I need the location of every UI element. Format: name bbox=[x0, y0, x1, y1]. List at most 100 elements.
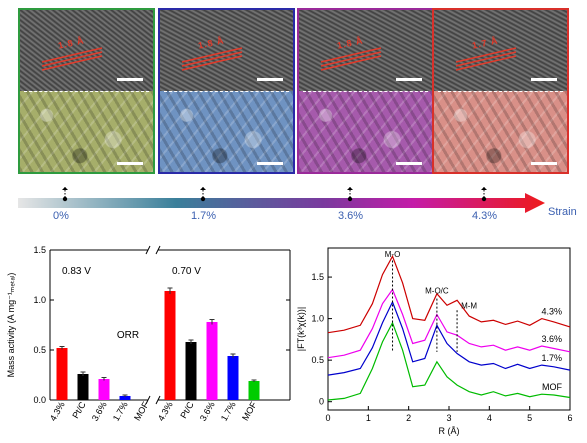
sem-image bbox=[434, 91, 567, 172]
peak-annotation: M-M bbox=[461, 302, 477, 311]
series-label: 3.6% bbox=[541, 334, 562, 344]
series-line bbox=[327, 321, 571, 401]
x-tick-label: 3 bbox=[446, 413, 451, 423]
category-label: 4.3% bbox=[156, 400, 175, 423]
microscopy-panel: 1.7 Å bbox=[432, 8, 569, 174]
scale-bar bbox=[396, 162, 422, 165]
panel-divider bbox=[164, 91, 289, 92]
panel-divider bbox=[438, 91, 563, 92]
y-tick-label: 0.5 bbox=[33, 345, 46, 355]
lattice-line bbox=[455, 47, 517, 63]
hrtem-image bbox=[299, 10, 432, 91]
x-tick-label: 0 bbox=[325, 413, 330, 423]
sem-image bbox=[299, 91, 432, 172]
scale-bar bbox=[257, 78, 283, 81]
sem-image bbox=[20, 91, 153, 172]
strain-value-label: 1.7% bbox=[191, 210, 217, 222]
lattice-marker bbox=[41, 47, 103, 71]
x-tick-label: 4 bbox=[487, 413, 492, 423]
x-axis-label: R (Å) bbox=[439, 426, 460, 436]
strain-marker bbox=[62, 187, 68, 203]
lattice-line bbox=[320, 47, 382, 63]
category-label: 4.3% bbox=[48, 400, 67, 423]
x-tick-label: 5 bbox=[527, 413, 532, 423]
lattice-line bbox=[41, 55, 103, 71]
lattice-marker bbox=[181, 47, 243, 71]
hrtem-image bbox=[20, 10, 153, 91]
y-tick-label: 0.5 bbox=[311, 355, 324, 365]
lattice-marker bbox=[320, 47, 382, 71]
y-tick-label: 1.5 bbox=[33, 245, 46, 255]
strain-marker bbox=[200, 187, 206, 203]
peak-annotation: M-O bbox=[385, 250, 401, 259]
y-axis-label: Mass activity (A mg⁻¹ₘₑₜₐₗ) bbox=[6, 273, 16, 378]
bar bbox=[206, 322, 218, 400]
microscopy-panel: 1.8 Å bbox=[18, 8, 155, 174]
strain-marker bbox=[347, 187, 353, 203]
lattice-line bbox=[41, 51, 103, 67]
strain-value-label: 4.3% bbox=[472, 210, 498, 222]
peak-annotation: M-O/C bbox=[425, 287, 449, 296]
scale-bar bbox=[117, 162, 143, 165]
strain-marker bbox=[481, 187, 487, 203]
lattice-line bbox=[455, 55, 517, 71]
series-label: 4.3% bbox=[541, 307, 562, 317]
category-label: 3.6% bbox=[198, 400, 217, 423]
lattice-line bbox=[181, 51, 243, 67]
panel-divider bbox=[303, 91, 428, 92]
category-label: 3.6% bbox=[90, 400, 109, 423]
lattice-marker bbox=[455, 47, 517, 71]
bar bbox=[185, 342, 197, 400]
category-label: Pt/C bbox=[70, 400, 88, 421]
condition-label: 0.83 V bbox=[62, 266, 91, 277]
bar bbox=[56, 348, 68, 400]
category-label: Pt/C bbox=[178, 400, 196, 421]
bar bbox=[119, 396, 131, 400]
y-tick-label: 0 bbox=[319, 397, 324, 407]
orr-annotation: ORR bbox=[117, 330, 139, 341]
axis-break bbox=[145, 395, 151, 405]
microscopy-panel: 1.8 Å bbox=[297, 8, 434, 174]
axis-break bbox=[155, 245, 161, 255]
lattice-line bbox=[320, 55, 382, 71]
lattice-line bbox=[41, 47, 103, 63]
panel-divider bbox=[24, 91, 149, 92]
axis-break bbox=[155, 395, 161, 405]
strain-gradient-bar bbox=[18, 193, 545, 213]
category-label: MOF bbox=[240, 400, 259, 423]
series-line bbox=[327, 288, 571, 359]
y-tick-label: 1.0 bbox=[311, 314, 324, 324]
scale-bar bbox=[531, 78, 557, 81]
condition-label: 0.70 V bbox=[172, 266, 201, 277]
y-tick-label: 1.0 bbox=[33, 295, 46, 305]
axis-break bbox=[145, 245, 151, 255]
y-axis-label: |FT(k³χ(k))| bbox=[296, 307, 306, 351]
strain-value-label: 0% bbox=[53, 210, 69, 222]
scale-bar bbox=[531, 162, 557, 165]
x-tick-label: 6 bbox=[567, 413, 572, 423]
hrtem-image bbox=[434, 10, 567, 91]
hrtem-image bbox=[160, 10, 293, 91]
category-label: 1.7% bbox=[219, 400, 238, 423]
series-line bbox=[327, 254, 571, 334]
scale-bar bbox=[257, 162, 283, 165]
series-label: 1.7% bbox=[541, 353, 562, 363]
x-tick-label: 2 bbox=[406, 413, 411, 423]
bar bbox=[227, 356, 239, 400]
bar bbox=[248, 381, 260, 400]
series-line bbox=[327, 300, 571, 376]
strain-arrow bbox=[18, 193, 545, 213]
category-label: 1.7% bbox=[111, 400, 130, 423]
strain-value-label: 3.6% bbox=[338, 210, 364, 222]
lattice-line bbox=[181, 47, 243, 63]
mass-activity-bar-chart: 0.0 0.5 1.0 1.5 Mass activity (A mg⁻¹ₘₑₜₐₗ) 0… bbox=[6, 245, 291, 423]
sem-image bbox=[160, 91, 293, 172]
bar bbox=[77, 374, 89, 400]
exafs-line-chart: 0 1 2 3 4 5 6 0 0.5 1.0 1.5 R (Å) |FT(k³χ(k))| 4.3% 3.… bbox=[296, 247, 573, 436]
scale-bar bbox=[396, 78, 422, 81]
strain-axis-label: Strain bbox=[548, 206, 577, 218]
bar bbox=[164, 291, 176, 400]
x-tick-label: 1 bbox=[366, 413, 371, 423]
lattice-line bbox=[181, 55, 243, 71]
y-tick-label: 1.5 bbox=[311, 272, 324, 282]
